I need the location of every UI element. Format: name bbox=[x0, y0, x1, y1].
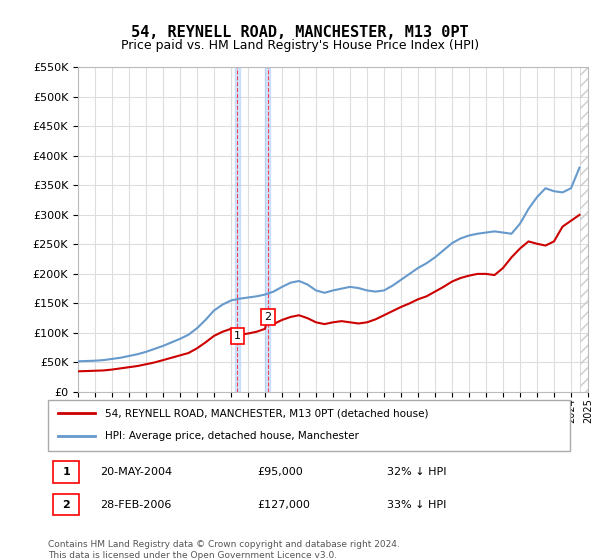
Text: £95,000: £95,000 bbox=[257, 467, 302, 477]
Text: 20-MAY-2004: 20-MAY-2004 bbox=[100, 467, 172, 477]
Bar bbox=[235, 67, 240, 392]
Text: 54, REYNELL ROAD, MANCHESTER, M13 0PT (detached house): 54, REYNELL ROAD, MANCHESTER, M13 0PT (d… bbox=[106, 408, 429, 418]
FancyBboxPatch shape bbox=[48, 400, 570, 451]
Text: HPI: Average price, detached house, Manchester: HPI: Average price, detached house, Manc… bbox=[106, 431, 359, 441]
Text: Contains HM Land Registry data © Crown copyright and database right 2024.
This d: Contains HM Land Registry data © Crown c… bbox=[48, 540, 400, 560]
Text: 2: 2 bbox=[62, 500, 70, 510]
Text: 28-FEB-2006: 28-FEB-2006 bbox=[100, 500, 172, 510]
Text: 1: 1 bbox=[62, 467, 70, 477]
Text: 32% ↓ HPI: 32% ↓ HPI bbox=[388, 467, 447, 477]
Text: Price paid vs. HM Land Registry's House Price Index (HPI): Price paid vs. HM Land Registry's House … bbox=[121, 39, 479, 52]
Text: 33% ↓ HPI: 33% ↓ HPI bbox=[388, 500, 446, 510]
FancyBboxPatch shape bbox=[53, 461, 79, 483]
Text: £127,000: £127,000 bbox=[257, 500, 310, 510]
Bar bbox=[265, 67, 270, 392]
Text: 54, REYNELL ROAD, MANCHESTER, M13 0PT: 54, REYNELL ROAD, MANCHESTER, M13 0PT bbox=[131, 25, 469, 40]
Text: 2: 2 bbox=[264, 312, 271, 322]
FancyBboxPatch shape bbox=[53, 494, 79, 515]
Text: 1: 1 bbox=[234, 331, 241, 341]
